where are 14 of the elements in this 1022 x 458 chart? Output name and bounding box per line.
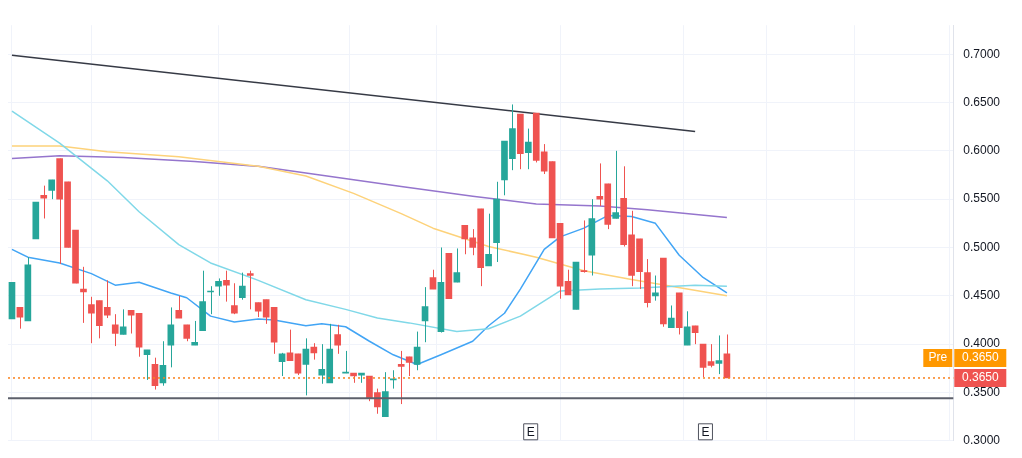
annotation: Pre	[928, 350, 948, 365]
annotation: E	[701, 425, 710, 440]
legend-label: 0.3650	[961, 350, 999, 365]
ref-line-label: 0.3650	[961, 370, 999, 385]
y-tick-label: 0.5000	[963, 239, 1001, 254]
y-tick-label: 0.3500	[963, 384, 1001, 399]
y-tick-label: 0.6500	[963, 94, 1001, 109]
y-tick-label: 0.4000	[963, 336, 1001, 351]
y-tick-label: 0.6000	[963, 143, 1001, 158]
y-tick-label: 0.7000	[963, 46, 1001, 61]
annotation: E	[526, 425, 535, 440]
y-tick-label: 0.4500	[963, 288, 1001, 303]
y-tick-label: 0.5500	[963, 191, 1001, 206]
y-tick-label: 0.3000	[963, 433, 1001, 448]
